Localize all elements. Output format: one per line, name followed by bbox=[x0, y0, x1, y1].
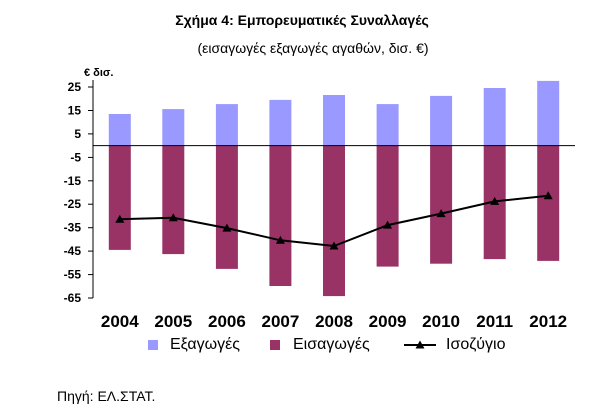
y-tick-label: -15 bbox=[64, 174, 82, 188]
marker-balance-2011 bbox=[490, 196, 500, 205]
legend-label-imports: Εισαγωγές bbox=[293, 336, 370, 353]
bar-imports-2006 bbox=[215, 145, 238, 269]
y-tick-label: 25 bbox=[68, 80, 82, 94]
x-tick-label-2006: 2006 bbox=[208, 312, 246, 331]
x-tick-label-2005: 2005 bbox=[154, 312, 192, 331]
x-tick-label-2004: 2004 bbox=[101, 312, 139, 331]
y-tick-label: -25 bbox=[64, 197, 82, 211]
y-tick-label: -35 bbox=[64, 221, 82, 235]
x-tick-label-2007: 2007 bbox=[261, 312, 299, 331]
y-tick-label: -65 bbox=[64, 291, 82, 305]
legend-line-triangle-icon bbox=[404, 340, 436, 349]
x-tick-label-2009: 2009 bbox=[369, 312, 407, 331]
bar-imports-2007 bbox=[269, 145, 292, 286]
marker-balance-2010 bbox=[436, 209, 446, 218]
bar-exports-2010 bbox=[430, 95, 453, 146]
chart-title: Σχήμα 4: Εμπορευματικές Συναλλαγές bbox=[175, 12, 429, 28]
x-tick-label-2012: 2012 bbox=[529, 312, 567, 331]
bar-exports-2011 bbox=[483, 88, 506, 146]
legend-swatch-exports bbox=[148, 340, 158, 350]
y-tick-label: 5 bbox=[74, 127, 81, 141]
bar-imports-2010 bbox=[430, 145, 453, 264]
bar-exports-2012 bbox=[537, 80, 560, 146]
axes-group bbox=[88, 80, 575, 299]
y-tick-label: -5 bbox=[70, 150, 81, 164]
bar-exports-2007 bbox=[269, 99, 292, 146]
bar-imports-2012 bbox=[537, 145, 560, 261]
bar-exports-2006 bbox=[215, 104, 238, 146]
marker-balance-2009 bbox=[383, 220, 393, 229]
y-axis-unit-label: € δισ. bbox=[84, 67, 114, 79]
marker-balance-2006 bbox=[222, 223, 232, 232]
bar-imports-2009 bbox=[376, 145, 399, 267]
y-tick-label: 15 bbox=[68, 104, 82, 118]
bar-imports-2008 bbox=[323, 145, 345, 297]
bar-imports-2005 bbox=[162, 145, 185, 255]
bars-group bbox=[108, 80, 560, 297]
marker-balance-2008 bbox=[329, 241, 339, 250]
bar-exports-2009 bbox=[376, 104, 399, 146]
x-tick-label-2010: 2010 bbox=[422, 312, 460, 331]
y-tick-label: -55 bbox=[64, 268, 82, 282]
chart-subtitle: (εισαγωγές εξαγωγές αγαθών, δισ. €) bbox=[197, 40, 429, 56]
bar-exports-2004 bbox=[108, 114, 131, 146]
bar-exports-2008 bbox=[323, 95, 345, 146]
bar-exports-2005 bbox=[162, 109, 185, 146]
legend-label-exports: Εξαγωγές bbox=[170, 336, 240, 353]
source-note: Πηγή: ΕΛ.ΣΤΑΤ. bbox=[57, 388, 156, 404]
marker-balance-2012 bbox=[543, 191, 553, 200]
y-tick-label: -45 bbox=[64, 244, 82, 258]
x-tick-label-2008: 2008 bbox=[315, 312, 353, 331]
balance-line-group bbox=[115, 191, 553, 250]
marker-balance-2007 bbox=[275, 235, 285, 244]
marker-balance-2004 bbox=[115, 214, 125, 223]
bar-imports-2004 bbox=[108, 145, 131, 250]
legend-label-balance: Ισοζύγιο bbox=[446, 336, 506, 353]
marker-balance-2005 bbox=[168, 213, 178, 222]
x-tick-label-2011: 2011 bbox=[476, 312, 513, 331]
tick-labels-group: 25 15 5 -5 -15 -25 -35 -45 -55 -65 2004 2005 2006 200… bbox=[64, 80, 567, 331]
legend-swatch-imports bbox=[270, 340, 280, 350]
